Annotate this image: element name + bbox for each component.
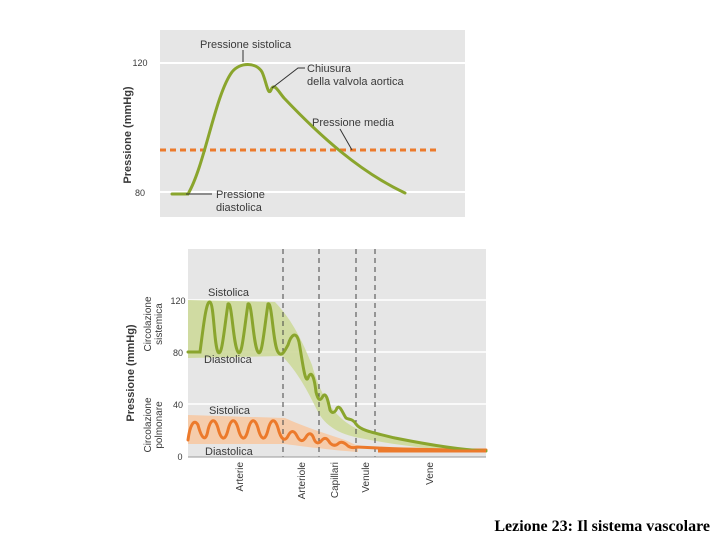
vessel-label-capillari: Capillari [330,462,341,498]
top-y-axis-label: Pressione (mmHg) [122,86,134,184]
label-valve-closure-1: Chiusura [307,63,352,75]
vessel-label-venule: Venule [361,462,372,493]
label-mean-pressure: Pressione media [312,117,395,129]
label-systolic-pressure: Pressione sistolica [200,39,292,51]
leader-mean-pressure [339,128,353,151]
lecture-footer: Lezione 23: Il sistema vascolare [494,518,710,535]
vessel-label-arterie: Arterie [235,462,246,492]
label-pulmonary-systolic: Sistolica [209,405,251,417]
label-systemic-diastolic: Diastolica [204,354,253,366]
pulmonary-pressure-curve [186,419,488,452]
systemic-pressure-band [188,300,478,452]
systemic-pressure-curve [186,300,488,453]
bottom-tick-40: 40 [173,400,183,410]
group-pulmonary-line2: polmonare [154,401,165,449]
tick-120: 120 [132,58,147,68]
bottom-tick-80: 80 [173,348,183,358]
label-valve-closure-2: della valvola aortica [307,76,404,88]
leader-valve-closure [271,67,305,89]
bottom-tick-0: 0 [177,452,182,462]
arterial-pressure-curve [170,63,407,196]
label-pulmonary-diastolic: Diastolica [205,446,254,458]
vessel-label-vene: Vene [425,462,436,485]
vessel-label-arteriole: Arteriole [297,462,308,500]
group-pulmonary-line1: Circolazione [143,397,154,452]
top-pressure-chart: 120 80 Pressione (mmHg) Pressione sistol… [122,30,465,217]
bottom-tick-120: 120 [170,296,185,306]
group-systemic-line1: Circolazione [143,296,154,351]
group-systemic-line2: sistemica [154,303,165,345]
tick-80: 80 [135,188,145,198]
bottom-y-axis-label: Pressione (mmHg) [125,324,137,422]
label-diastolic-1: Pressione [216,189,265,201]
label-diastolic-2: diastolica [216,202,263,214]
label-systemic-systolic: Sistolica [208,287,250,299]
bottom-pressure-chart: Sistolica Diastolica Sistolica Diastolic… [125,249,488,500]
